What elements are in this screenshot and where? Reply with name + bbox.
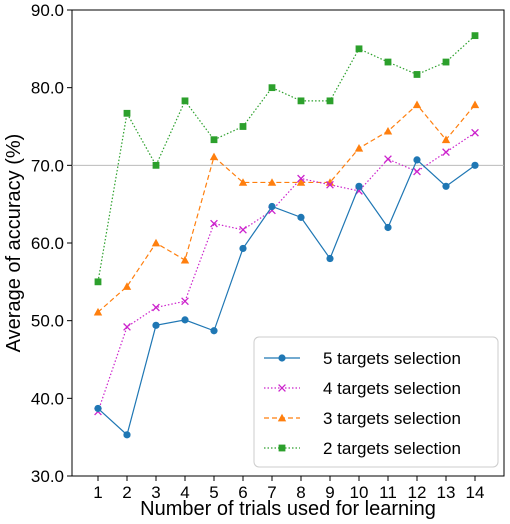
y-tick-label: 30.0	[31, 467, 64, 486]
data-point	[442, 182, 450, 190]
legend-marker	[277, 413, 287, 422]
data-point	[181, 297, 189, 306]
data-point	[442, 148, 450, 156]
y-tick-label: 50.0	[31, 312, 64, 331]
data-point	[471, 161, 479, 169]
data-point	[123, 431, 131, 439]
data-point	[239, 225, 247, 234]
data-point	[151, 238, 161, 247]
y-axis: 30.0 40.0 50.0 60.0 70.0 80.0 90.0	[31, 1, 72, 486]
data-point	[152, 303, 160, 312]
data-point	[209, 152, 219, 161]
data-point	[383, 126, 393, 135]
data-point	[239, 244, 247, 253]
y-tick-label: 60.0	[31, 234, 64, 253]
data-point	[94, 404, 102, 413]
data-point	[412, 100, 422, 109]
x-tick-label: 9	[325, 483, 334, 502]
x-tick-label: 1	[93, 483, 102, 502]
data-point	[326, 254, 334, 263]
series-line	[97, 35, 476, 282]
legend-entry-label: 3 targets selection	[323, 409, 461, 428]
legend-entry-label: 2 targets selection	[323, 439, 461, 458]
x-tick-label: 5	[209, 483, 218, 502]
x-tick-label: 6	[238, 483, 247, 502]
data-point	[268, 84, 276, 92]
series-5-targets-selection	[94, 156, 479, 439]
x-tick-label: 7	[267, 483, 276, 502]
data-point	[297, 174, 305, 183]
data-point	[384, 58, 392, 66]
legend-entry-label: 4 targets selection	[323, 379, 461, 398]
y-tick-label: 80.0	[31, 79, 64, 98]
data-point	[441, 135, 451, 144]
data-point	[122, 282, 132, 290]
data-point	[152, 161, 160, 169]
data-point	[181, 316, 189, 324]
data-point	[470, 100, 480, 109]
x-tick-label: 4	[180, 483, 189, 502]
series-3-targets-selection	[93, 100, 480, 316]
legend: 5 targets selection 4 targets selection 3 …	[253, 336, 499, 468]
x-tick-label: 2	[122, 483, 131, 502]
data-point	[238, 178, 248, 186]
data-point	[471, 128, 479, 137]
y-tick-label: 90.0	[31, 1, 64, 20]
data-point	[355, 182, 363, 190]
x-tick-label: 3	[151, 483, 160, 502]
data-point	[297, 213, 305, 221]
data-point	[210, 219, 218, 228]
x-tick-label: 8	[296, 483, 305, 502]
data-point	[296, 178, 306, 186]
data-point	[384, 155, 392, 163]
x-tick-label: 11	[379, 483, 397, 502]
y-axis-label: Average of accuracy (%)	[3, 134, 25, 353]
data-point	[267, 178, 277, 186]
legend-marker	[278, 384, 286, 392]
data-point	[93, 307, 103, 316]
data-point	[413, 156, 421, 164]
data-point	[297, 97, 305, 105]
x-tick-label: 14	[466, 483, 485, 502]
legend-box	[253, 336, 499, 468]
series-line	[97, 132, 476, 412]
data-point	[354, 144, 364, 152]
data-point	[123, 323, 131, 331]
series-line	[97, 158, 476, 436]
legend-marker	[278, 354, 286, 362]
data-point	[180, 255, 190, 264]
data-point	[152, 321, 160, 329]
x-axis-label: Number of trials used for learning	[140, 498, 436, 520]
data-point	[413, 71, 421, 78]
data-point	[239, 123, 247, 130]
data-point	[268, 202, 276, 211]
data-point	[210, 136, 218, 144]
data-point	[94, 278, 102, 286]
x-axis: 1 2 3 4 5 6 7 8 9 10 11 12 13 14	[93, 476, 484, 502]
data-point	[413, 167, 421, 176]
x-tick-label: 12	[408, 483, 427, 502]
y-tick-label: 70.0	[31, 156, 64, 175]
x-tick-label: 13	[437, 483, 456, 502]
x-tick-label: 10	[350, 483, 369, 502]
data-point	[123, 109, 131, 117]
y-tick-label: 40.0	[31, 389, 64, 408]
data-point	[442, 58, 450, 66]
data-point	[355, 45, 363, 53]
series-layer	[93, 32, 480, 439]
data-point	[181, 97, 189, 105]
data-point	[471, 32, 479, 40]
data-point	[326, 180, 334, 189]
legend-entry-label: 5 targets selection	[323, 349, 461, 368]
series-line	[97, 103, 476, 313]
data-point	[384, 223, 392, 232]
series-2-targets-selection	[94, 32, 479, 286]
legend-marker	[278, 444, 286, 452]
data-point	[326, 97, 334, 105]
data-point	[210, 327, 218, 335]
